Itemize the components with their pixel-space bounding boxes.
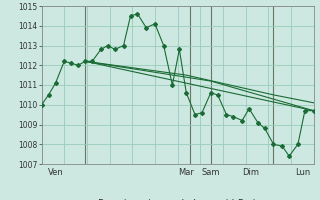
Text: Mar: Mar — [178, 168, 194, 177]
Text: Dim: Dim — [242, 168, 259, 177]
Text: Pression niveau de la mer( hPa ): Pression niveau de la mer( hPa ) — [99, 199, 257, 200]
Text: Lun: Lun — [295, 168, 311, 177]
Text: Ven: Ven — [48, 168, 63, 177]
Text: Sam: Sam — [202, 168, 220, 177]
